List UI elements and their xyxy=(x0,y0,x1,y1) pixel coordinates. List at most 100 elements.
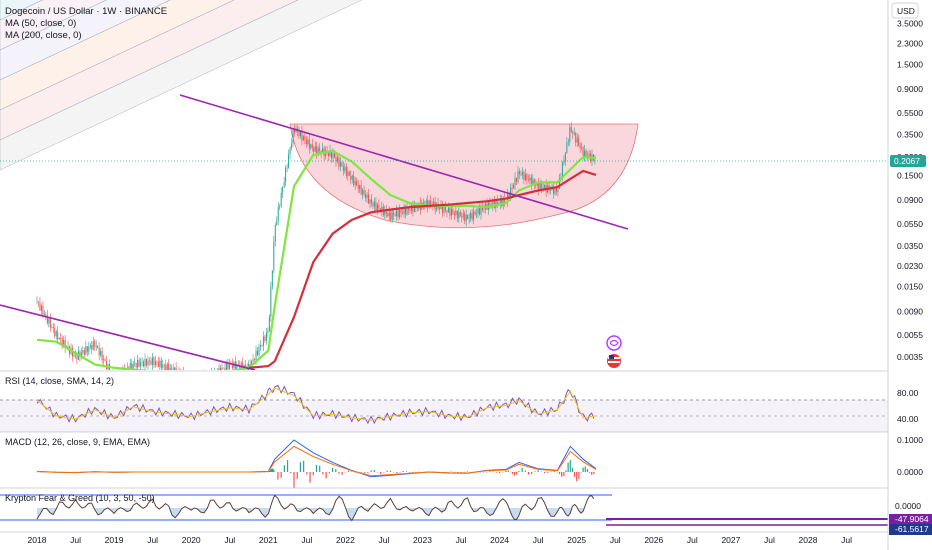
fear-greed-line xyxy=(36,494,595,522)
price-tick-label: 0.5500 xyxy=(897,108,923,118)
spiral-icon[interactable] xyxy=(606,335,622,351)
price-tick-label: 0.0055 xyxy=(897,330,923,340)
time-tick-label: 2028 xyxy=(799,535,818,545)
candle-body xyxy=(379,208,381,212)
candle-body xyxy=(402,212,404,214)
macd-hist-bar xyxy=(74,471,77,473)
candle-body xyxy=(140,362,142,367)
macd-pane[interactable]: MACD (12, 26, close, 9, EMA, EMA) xyxy=(5,437,597,488)
candle-body xyxy=(406,207,408,215)
macd-hist-bar xyxy=(571,467,574,472)
candle-body xyxy=(362,189,364,195)
price-tick-label: 0.0150 xyxy=(897,282,923,292)
candle-body xyxy=(388,211,390,217)
macd-hist-bar xyxy=(325,472,327,479)
macd-hist-bar xyxy=(550,471,552,472)
candle-body xyxy=(236,364,238,369)
candle-body xyxy=(153,357,155,366)
candle-body xyxy=(221,368,223,370)
us-flag-icon[interactable] xyxy=(607,354,621,368)
candle-body xyxy=(172,368,174,370)
candle-body xyxy=(422,202,424,206)
time-tick-label: Jul xyxy=(764,535,775,545)
candle-body xyxy=(439,207,441,210)
candle-body xyxy=(390,211,392,220)
macd-hist-bar xyxy=(335,469,337,472)
price-tick-label: 0.3500 xyxy=(897,130,923,140)
macd-hist-bar xyxy=(563,472,565,477)
candle-body xyxy=(60,338,62,339)
candle-body xyxy=(267,331,269,333)
macd-hist-bar xyxy=(457,472,459,473)
macd-hist-bar xyxy=(383,472,385,473)
macd-hist-bar xyxy=(454,471,456,473)
candle-body xyxy=(294,129,296,133)
macd-hist-bar xyxy=(348,470,350,472)
candle-body xyxy=(222,367,224,369)
candle-body xyxy=(385,209,387,214)
candle-body xyxy=(168,363,170,370)
macd-hist-bar xyxy=(412,472,414,473)
candle-body xyxy=(138,360,140,367)
candle-body xyxy=(76,355,78,360)
candle-body xyxy=(477,208,479,214)
candle-body xyxy=(396,210,398,217)
candle-body xyxy=(255,350,257,361)
candle-body xyxy=(517,171,519,182)
time-axis[interactable]: 2018 Jul 2019 Jul 2020 Jul 2021 Jul 2022 Jul 2023 J… xyxy=(0,531,888,545)
candle-body xyxy=(344,166,346,171)
candle-body xyxy=(573,133,575,134)
ma50-line xyxy=(36,149,597,370)
candle-body xyxy=(270,286,272,317)
candle-body xyxy=(92,341,94,350)
candle-body xyxy=(94,341,96,347)
macd-hist-bar xyxy=(513,472,516,476)
macd-hist-bar xyxy=(573,472,576,477)
macd-hist-bar xyxy=(264,472,266,473)
macd-hist-bar xyxy=(479,472,481,473)
time-tick-label: 2024 xyxy=(490,535,509,545)
macd-hist-bar xyxy=(94,471,96,473)
macd-hist-bar xyxy=(486,472,488,473)
candle-body xyxy=(292,129,294,144)
candle-body xyxy=(316,145,318,154)
candle-body xyxy=(89,345,91,348)
macd-hist-bar xyxy=(338,472,340,474)
macd-hist-bar xyxy=(319,465,321,472)
candle-body xyxy=(57,331,59,340)
candle-body xyxy=(357,185,359,190)
candle-body xyxy=(427,200,429,208)
candle-body xyxy=(342,166,344,171)
candle-body xyxy=(83,350,85,355)
candle-body xyxy=(265,332,267,342)
candle-body xyxy=(276,220,278,226)
candle-body xyxy=(131,363,133,369)
candle-body xyxy=(399,210,401,218)
candle-body xyxy=(356,180,358,186)
candle-body xyxy=(492,201,494,207)
candle-body xyxy=(227,362,229,370)
candle-body xyxy=(86,346,88,352)
currency-button[interactable]: USD xyxy=(891,2,919,19)
fear-greed-pane[interactable]: Krypton Fear & Greed (10, 3, 50, -50) xyxy=(0,493,888,526)
candle-body xyxy=(510,187,512,198)
candle-body xyxy=(329,150,331,157)
candle-body xyxy=(461,216,463,218)
candle-body xyxy=(391,212,393,220)
price-axis[interactable]: USD 3.5000 2.3000 1.5000 0.9000 0.5500 0.3500… xyxy=(887,0,932,550)
candle-body xyxy=(104,359,106,362)
candle-body xyxy=(353,175,355,186)
macd-hist-bar xyxy=(584,466,586,472)
rsi-pane[interactable]: RSI (14, close, SMA, 14, 2) xyxy=(0,376,888,432)
candle-body xyxy=(462,213,464,218)
candle-body xyxy=(52,327,54,329)
candle-body xyxy=(264,336,266,342)
candle-body xyxy=(301,131,303,141)
candle-body xyxy=(567,141,569,143)
candle-body xyxy=(174,367,176,370)
price-tick-label: 1.5000 xyxy=(897,59,923,69)
price-pane[interactable]: Dogecoin / US Dollar · 1W · BINANCE MA (… xyxy=(0,0,888,390)
macd-hist-bar xyxy=(450,471,453,472)
candle-body xyxy=(582,147,584,157)
